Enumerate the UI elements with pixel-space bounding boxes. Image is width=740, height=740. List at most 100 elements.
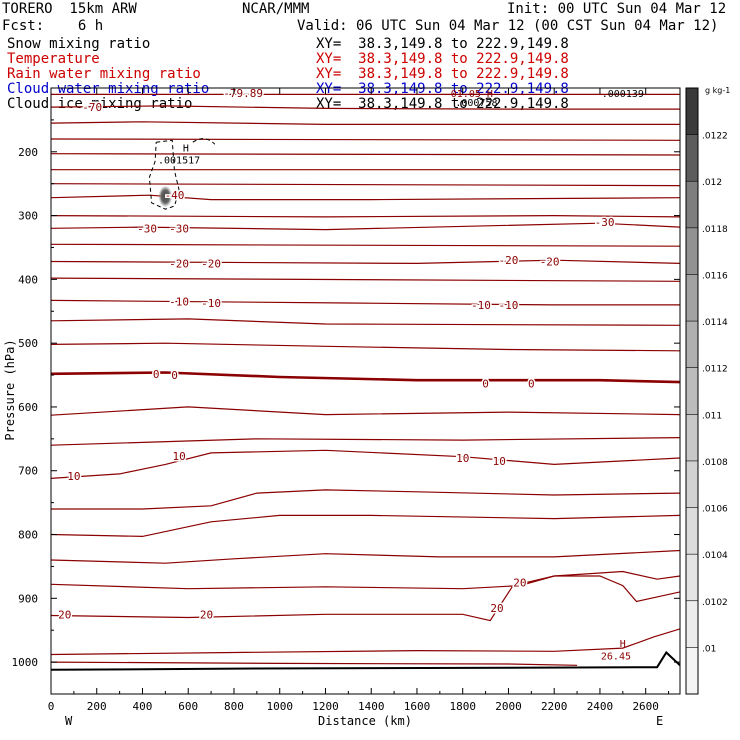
isotherm-line: [51, 371, 680, 384]
isotherm-line: [51, 121, 680, 125]
field-xy-cloud-water: XY= 38.3,149.8 to 222.9,149.8: [316, 81, 569, 97]
x-tick-label: 1800: [449, 700, 476, 713]
colorbar-tick-label: .0122: [702, 132, 728, 142]
colorbar-swatch: [686, 274, 698, 322]
colorbar-tick-label: .0108: [702, 458, 728, 468]
isotherm-line: [51, 514, 680, 538]
isotherm-label: -79.89: [223, 87, 263, 100]
x-tick-label: 2200: [541, 700, 568, 713]
y-tick-label: 1000: [12, 656, 39, 669]
colorbar-tick-label: .0102: [702, 598, 728, 608]
y-axis-label: Pressure (hPa): [3, 339, 17, 440]
x-tick-label: 2000: [495, 700, 522, 713]
isotherm-label: 20: [513, 576, 526, 589]
y-tick-label: 700: [18, 465, 38, 478]
isotherm-label: -20: [540, 256, 560, 269]
isotherm-label: -30: [137, 222, 157, 235]
x-tick-label: 800: [224, 700, 244, 713]
colorbar-swatch: [686, 181, 698, 228]
init-time: Init: 00 UTC Sun 04 Mar 12: [507, 1, 727, 17]
isotherm-label: 10: [493, 455, 506, 468]
isotherm-line: [51, 222, 680, 231]
isotherm-label: 10: [456, 452, 469, 465]
isotherm-label: -20: [499, 254, 519, 267]
isotherm-line: [51, 549, 680, 564]
extremum-label: 01.05 H: [451, 89, 493, 100]
isotherm-label: -10: [169, 296, 189, 309]
isotherm-label: 10: [172, 450, 185, 463]
field-xy-snow: XY= 38.3,149.8 to 222.9,149.8: [316, 36, 569, 52]
colorbar-unit: g kg-1: [705, 86, 730, 95]
colorbar: .01 .0102 .0104 .0106 .0108 .011 .0112 .0114 .01…: [685, 87, 728, 695]
extremum-label: H: [183, 143, 189, 154]
model-title: TORERO 15km ARW: [2, 1, 137, 17]
colorbar-tick-label: .0106: [702, 505, 728, 515]
isotherm-line: [51, 243, 680, 247]
isotherm-label: 20: [490, 602, 503, 615]
isotherm-label: 0: [528, 377, 535, 390]
extremum-label: 26.45: [601, 652, 631, 663]
colorbar-swatch: [686, 134, 698, 182]
isotherm-line: [51, 628, 680, 656]
colorbar-swatch: [686, 227, 698, 275]
isotherm-line: [51, 214, 680, 218]
isotherm-line: [51, 342, 680, 352]
colorbar-swatch: [686, 321, 698, 368]
field-xy-cloud-ice: XY= 38.3,149.8 to 222.9,149.8: [316, 96, 569, 112]
isotherm-line: [51, 138, 680, 141]
y-tick-label: 200: [18, 146, 38, 159]
x-tick-label: 400: [133, 700, 153, 713]
cloud-ice-contour: [148, 139, 180, 210]
isotherm-line: [51, 661, 578, 666]
organization-label: NCAR/MMM: [242, 1, 310, 17]
colorbar-swatch: [686, 460, 698, 508]
isotherm-label: -20: [169, 257, 189, 270]
isotherm-label: -20: [201, 257, 221, 270]
x-axis-label: Distance (km): [318, 714, 412, 728]
field-name-rain: Rain water mixing ratio: [7, 66, 201, 82]
isotherm-line: [51, 449, 680, 479]
x-tick-label: 1000: [266, 700, 293, 713]
isotherm-line: [51, 318, 680, 326]
y-tick-label: 500: [18, 337, 38, 350]
valid-time: Valid: 06 UTC Sun 04 Mar 12 (00 CST Sun …: [297, 18, 719, 34]
isotherm-label: 20: [58, 608, 71, 621]
isotherm-label: 0: [482, 377, 489, 390]
colorbar-swatch: [686, 554, 698, 601]
y-tick-label: 400: [18, 273, 38, 286]
colorbar-swatch: [686, 367, 698, 415]
x-tick-label: 2400: [587, 700, 614, 713]
plot-frame: [50, 87, 681, 695]
plot-area: -79.89-70-40-30 -30 -30-20 -20 -20 -20-10 -10-…: [51, 87, 680, 671]
x-tick-label: 0: [48, 700, 55, 713]
colorbar-swatch: [686, 647, 698, 694]
snow-mixing-ratio-shading: [158, 185, 173, 208]
extremum-label: .000758: [455, 98, 497, 109]
isotherm-label: 20: [200, 608, 213, 621]
field-name-cloud-ice: Cloud ice mixing ratio: [7, 96, 193, 112]
terrain-line: [51, 650, 680, 671]
isotherm-line: [51, 575, 680, 622]
axes: 0 200 400 600 800 1000 1200 1400 1600 1800 2000 220…: [12, 88, 680, 713]
isotherm-line: [51, 570, 680, 590]
y-tick-label: 900: [18, 592, 38, 605]
field-name-temperature: Temperature: [7, 51, 100, 67]
isotherm-label: 10: [67, 470, 80, 483]
east-end-label: E: [656, 714, 663, 728]
isotherm-line: [51, 299, 680, 306]
y-tick-label: 800: [18, 529, 38, 542]
isotherm-line: [51, 259, 680, 265]
isotherm-label: -10: [499, 299, 519, 312]
isotherm-line: [51, 437, 680, 446]
x-tick-label: 1400: [358, 700, 385, 713]
colorbar-tick-label: .0104: [702, 551, 728, 561]
colorbar-tick-label: .01: [702, 644, 716, 654]
isotherm-label: -30: [169, 222, 189, 235]
isotherm-line: [51, 277, 680, 282]
field-xy-rain: XY= 38.3,149.8 to 222.9,149.8: [316, 66, 569, 82]
isotherm-label: 0: [171, 369, 178, 382]
colorbar-swatch: [686, 88, 698, 135]
cloud-ice-contour: [192, 138, 216, 145]
isotherm-label: -10: [471, 299, 491, 312]
